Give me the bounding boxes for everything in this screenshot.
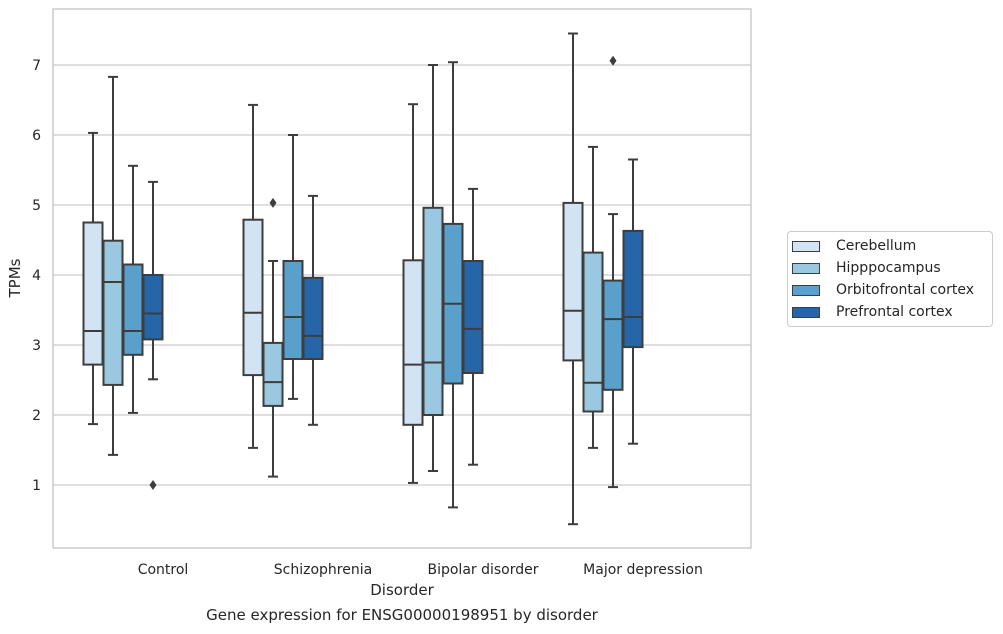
box-control-cerebellum: [82, 131, 104, 426]
y-axis-label: TPMs: [6, 258, 24, 298]
legend-label-hippocampus: Hipppocampus: [836, 260, 941, 276]
legend-item-orbitofrontal-cortex: Orbitofrontal cortex: [792, 280, 974, 300]
y-tick-label-3: 3: [32, 338, 41, 354]
iqr-box: [622, 229, 644, 349]
y-gridlines: [53, 64, 751, 486]
outlier-point: [609, 55, 617, 66]
box-major-depression-prefrontal-cortex: [622, 158, 644, 445]
box-schizophrenia-prefrontal-cortex: [302, 194, 324, 426]
iqr-box: [462, 260, 484, 374]
iqr-box: [402, 259, 424, 426]
legend-label-cerebellum: Cerebellum: [836, 238, 917, 254]
y-tick-label-6: 6: [32, 128, 41, 144]
y-tick-label-5: 5: [32, 198, 41, 214]
x-tick-labels: Control Schizophrenia Bipolar disorder Majo…: [138, 562, 703, 578]
y-tick-label-4: 4: [32, 268, 41, 284]
y-tick-label-2: 2: [32, 408, 41, 424]
iqr-box: [422, 206, 444, 416]
box-bipolar-disorder-hipppocampus: [422, 64, 444, 472]
outlier-point: [269, 197, 277, 208]
chart-caption: Gene expression for ENSG00000198951 by d…: [206, 606, 598, 624]
x-tick-label-bipolar-disorder: Bipolar disorder: [427, 562, 538, 578]
box-control-prefrontal-cortex: [142, 180, 164, 490]
legend-swatch-hippocampus: [792, 262, 820, 274]
legend-item-hippocampus: Hipppocampus: [792, 258, 941, 278]
outlier-point: [149, 480, 157, 490]
box-schizophrenia-cerebellum: [242, 103, 264, 449]
iqr-box: [82, 221, 104, 366]
iqr-box: [102, 239, 124, 386]
legend-label-orbitofrontal-cortex: Orbitofrontal cortex: [836, 282, 974, 298]
box-control-orbitofrontal-cortex: [122, 164, 144, 414]
box-bipolar-disorder-cerebellum: [402, 103, 424, 484]
legend-swatch-orbitofrontal-cortex: [792, 284, 820, 296]
iqr-box: [582, 251, 604, 413]
box-control-hipppocampus: [102, 75, 124, 456]
iqr-box: [302, 276, 324, 360]
x-tick-label-major-depression: Major depression: [583, 562, 703, 578]
legend-swatch-cerebellum: [792, 240, 820, 252]
y-tick-label-7: 7: [32, 58, 41, 74]
x-tick-label-control: Control: [138, 562, 189, 578]
legend-item-prefrontal-cortex: Prefrontal cortex: [792, 302, 953, 322]
iqr-box: [282, 260, 304, 360]
box-major-depression-hipppocampus: [582, 145, 604, 449]
iqr-box: [602, 279, 624, 391]
y-tick-labels: 1 2 3 4 5 6 7: [32, 58, 41, 494]
iqr-box: [122, 263, 144, 356]
box-major-depression-cerebellum: [562, 32, 584, 526]
iqr-box: [562, 201, 584, 362]
iqr-box: [142, 274, 164, 341]
legend-swatch-prefrontal-cortex: [792, 306, 820, 318]
y-tick-label-1: 1: [32, 478, 41, 494]
legend: Cerebellum Hipppocampus Orbitofrontal co…: [787, 231, 993, 327]
legend-label-prefrontal-cortex: Prefrontal cortex: [836, 304, 953, 320]
boxes: [82, 32, 644, 526]
x-axis-label: Disorder: [370, 581, 434, 599]
box-bipolar-disorder-prefrontal-cortex: [462, 187, 484, 466]
iqr-box: [262, 341, 284, 407]
legend-item-cerebellum: Cerebellum: [792, 236, 916, 256]
iqr-box: [242, 218, 264, 377]
x-tick-label-schizophrenia: Schizophrenia: [274, 562, 372, 578]
box-schizophrenia-hipppocampus: [262, 197, 284, 478]
